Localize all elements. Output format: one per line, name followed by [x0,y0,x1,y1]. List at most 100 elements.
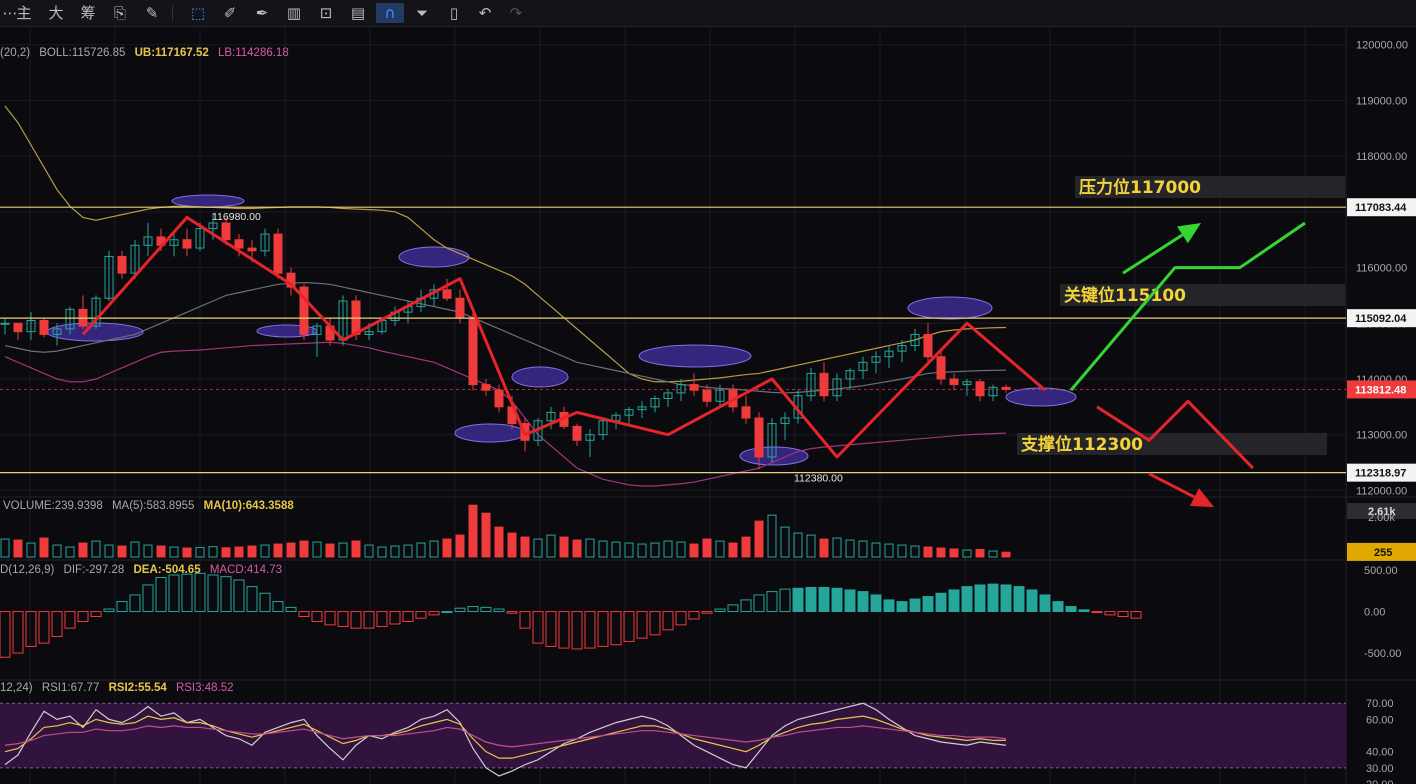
macd-bar-64 [831,587,843,613]
main-indicator-button[interactable]: 主 [16,4,32,22]
candle-35 [455,297,465,319]
price-tick-0: 120000.00 [1356,40,1408,52]
big-button[interactable]: 大 [48,4,64,22]
macd-bar-8 [103,608,115,613]
volume-bar-31 [403,544,413,558]
candle-75 [975,381,985,397]
candle-64 [832,378,842,397]
level-tag-1 [1347,309,1416,328]
lock-icon[interactable]: ⊡ [319,4,333,22]
indicator-icon[interactable]: ⎘ [113,4,126,22]
macd-bar-44 [571,611,583,650]
volume-bar-49 [637,543,647,558]
volume-bar-53 [689,543,699,558]
candle-74 [962,381,972,386]
macd-bar-72 [935,592,947,613]
macd-bar-25 [324,611,336,626]
candle-type-icon[interactable]: ▥ [286,4,302,22]
annotation-label-0: 压力位117000 [1079,177,1201,198]
rsi-tick-3: 30.00 [1366,763,1394,775]
volume-bar-41 [533,538,543,558]
macd-bar-68 [883,599,895,613]
macd-bar-22 [285,606,297,613]
rsi-series-RSI1 [4,702,1007,777]
candle-19 [247,247,257,252]
candle-71 [923,333,933,358]
volume-ma10: MA(10):643.3588 [203,500,294,512]
candle-46 [598,420,608,436]
macd-bar-49 [636,611,648,639]
macd-bar-78 [1013,586,1025,613]
swing-ellipse-5 [511,366,569,388]
pencil-icon[interactable]: ✐ [223,4,237,22]
macd-bar-32 [415,611,427,619]
macd-bar-15 [194,572,206,613]
volume-bar-52 [676,541,686,558]
projection-down-path [1096,399,1255,470]
candle-2 [26,320,36,333]
candle-57 [741,406,751,419]
macd-bar-75 [974,584,986,613]
volume-bar-66 [858,540,868,558]
magnet-icon[interactable]: ∩ [376,3,404,23]
candle-45 [585,434,595,441]
macd-bar-66 [857,591,869,613]
filter-icon[interactable]: ⏷ [415,4,428,22]
pen-icon[interactable]: ✒ [255,4,269,22]
volume-bar-43 [559,536,569,558]
candle-17 [221,222,231,241]
menu-dots-icon[interactable]: ⋯ [2,4,18,22]
volume-bar-4 [52,544,62,558]
annotation-box-1 [1060,284,1345,306]
rsi-legend: 12,24) RSI1:67.77 RSI2:55.54 RSI3:48.52 [0,682,240,694]
volume-bar-33 [429,540,439,558]
rsi-lines [4,702,1007,777]
macd-bar-35 [454,607,466,613]
candle-60 [780,417,790,425]
draw-tool-icon[interactable]: ✎ [145,4,159,22]
down-arrow-shaft [1148,472,1196,499]
up-arrow-shaft [1122,233,1184,275]
candle-65 [845,370,855,380]
redo-icon[interactable]: ↷ [509,4,523,22]
macd-legend: D(12,26,9) DIF:-297.28 DEA:-504.65 MACD:… [0,564,288,576]
macd-bar-6 [77,611,89,623]
volume-bar-62 [806,534,816,558]
volume-max-label: 2.61k [1368,506,1396,518]
macd-bar-20 [259,592,271,613]
swing-ellipse-6 [638,344,752,368]
line-tool-icon[interactable]: ⬚ [190,4,206,22]
low-label: 112380.00 [794,472,843,484]
volume-bar-56 [728,542,738,558]
candle-44 [572,425,582,441]
level-tag-label-0: 117083.44 [1355,202,1407,214]
toolbar-divider [172,5,173,21]
macd-bar-7 [90,611,102,618]
volume-bar-14 [182,547,192,558]
undo-icon[interactable]: ↶ [478,4,492,22]
rsi-series-RSI2 [4,715,1006,759]
volume-bar-55 [715,540,725,558]
swing-ellipse-8 [907,296,993,320]
volume-tick-2k: 2.00k [1368,512,1395,524]
candle-11 [143,236,153,246]
macd-bar-18 [233,579,245,613]
macd-bar-43 [558,611,570,649]
swing-ellipse-4 [454,423,526,443]
volume-bar-10 [130,541,140,558]
trash-icon[interactable]: ▯ [449,4,459,22]
note-icon[interactable]: ▤ [350,4,366,22]
volume-bar-63 [819,538,829,558]
level-tag-0 [1347,198,1416,217]
macd-bar-4 [51,611,63,637]
panes [0,28,1416,784]
macd-bar-63 [818,586,830,613]
boll-lb: LB:114286.18 [217,47,289,59]
macd-bar-85 [1104,611,1116,616]
macd-bar-82 [1065,606,1077,613]
chips-button[interactable]: 筹 [80,4,96,22]
macd-bar-80 [1039,594,1051,613]
macd-bar-54 [701,611,713,614]
macd-bar-58 [753,594,765,613]
